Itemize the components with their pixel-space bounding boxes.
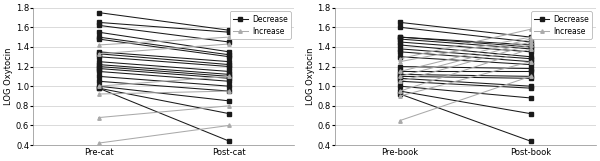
Y-axis label: LOG Oxytocin: LOG Oxytocin xyxy=(4,48,13,105)
Legend: Decrease, Increase: Decrease, Increase xyxy=(531,11,592,39)
Y-axis label: LOG Oxytocin: LOG Oxytocin xyxy=(305,48,314,105)
Legend: Decrease, Increase: Decrease, Increase xyxy=(230,11,290,39)
